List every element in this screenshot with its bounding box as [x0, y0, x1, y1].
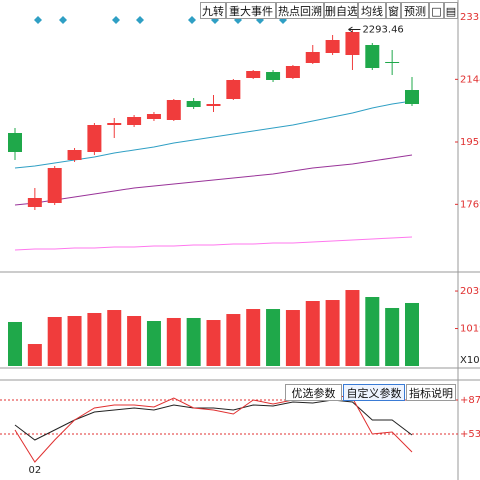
annotation-arrow [348, 26, 361, 33]
candle-body [345, 32, 360, 55]
lock-icon[interactable]: □ [429, 2, 444, 19]
candle-body [365, 45, 380, 68]
volume-bar [8, 321, 22, 366]
volume-bar [285, 310, 300, 366]
signal-markers [34, 16, 287, 24]
candle-body [285, 66, 300, 78]
candle-body [206, 104, 221, 106]
moving-average [14, 154, 413, 206]
toolbar-button[interactable]: 均线 [358, 2, 386, 19]
volume-bar [365, 296, 380, 366]
indicator-line [14, 399, 413, 441]
volume-bar [345, 290, 360, 366]
volume-bar [266, 309, 281, 366]
menu-icon[interactable]: ▤ [444, 2, 458, 19]
candle-body [27, 198, 42, 207]
volume-bar [166, 317, 181, 366]
volume-bar [206, 320, 221, 366]
volume-bar [325, 300, 340, 366]
candle-body [107, 123, 122, 125]
volume-bar [127, 316, 142, 366]
volume-bar [87, 312, 102, 366]
diamond [34, 16, 287, 24]
volume-bar [27, 344, 42, 366]
candle-body [305, 52, 320, 63]
candle-body [87, 125, 102, 152]
y-tick-label: +53. [460, 429, 480, 440]
moving-average [14, 236, 413, 251]
y-tick-label: 2144 [460, 74, 480, 85]
y-tick-label: +87. [460, 395, 480, 406]
x-tick-label: 02 [28, 465, 41, 476]
y-tick-label: 1019 [460, 324, 480, 335]
y-tick-label: 1956 [460, 137, 480, 148]
volume-bar [67, 316, 82, 366]
candle-body [405, 90, 419, 104]
toolbar-button[interactable]: 热点回溯 [276, 2, 324, 19]
toolbar-button[interactable]: 九转 [200, 2, 226, 19]
toolbar-button[interactable]: 删自选 [324, 2, 358, 19]
annotation: 2293.46 [362, 25, 403, 36]
indicator-button[interactable]: 指标说明 [406, 384, 456, 401]
volume-bar [186, 317, 201, 366]
volume-bar [305, 301, 320, 366]
volume-bar [47, 316, 62, 366]
y-tick-label: 1769 [460, 199, 480, 210]
unit-label: X10 [460, 355, 480, 366]
candle-body [226, 80, 241, 99]
candle-body [146, 114, 161, 119]
candle-body [166, 100, 181, 120]
volume-bar [107, 310, 122, 366]
volume-bar [385, 307, 400, 366]
volume-bar [246, 309, 261, 366]
candle-body [325, 40, 340, 53]
toolbar-button[interactable]: 预测 [401, 2, 429, 19]
candle-body [186, 101, 201, 107]
toolbar-button[interactable]: 重大事件 [226, 2, 276, 19]
toolbar-button[interactable]: 窗 [386, 2, 401, 19]
indicator-button[interactable]: 优选参数 [285, 384, 342, 401]
indicator-button[interactable]: 自定义参数 [343, 384, 405, 401]
y-tick-label: 2039 [460, 286, 480, 297]
candle-body [67, 150, 82, 160]
y-tick-label: 2331 [460, 12, 480, 23]
candle-body [385, 62, 400, 63]
candle-body [127, 117, 142, 125]
volume-bar [226, 314, 241, 366]
candle-body [47, 168, 62, 203]
volume-bar [405, 302, 419, 366]
candle-body [246, 71, 261, 78]
volume-bar [146, 321, 161, 366]
candle-body [266, 72, 281, 80]
candle-body [8, 133, 22, 152]
